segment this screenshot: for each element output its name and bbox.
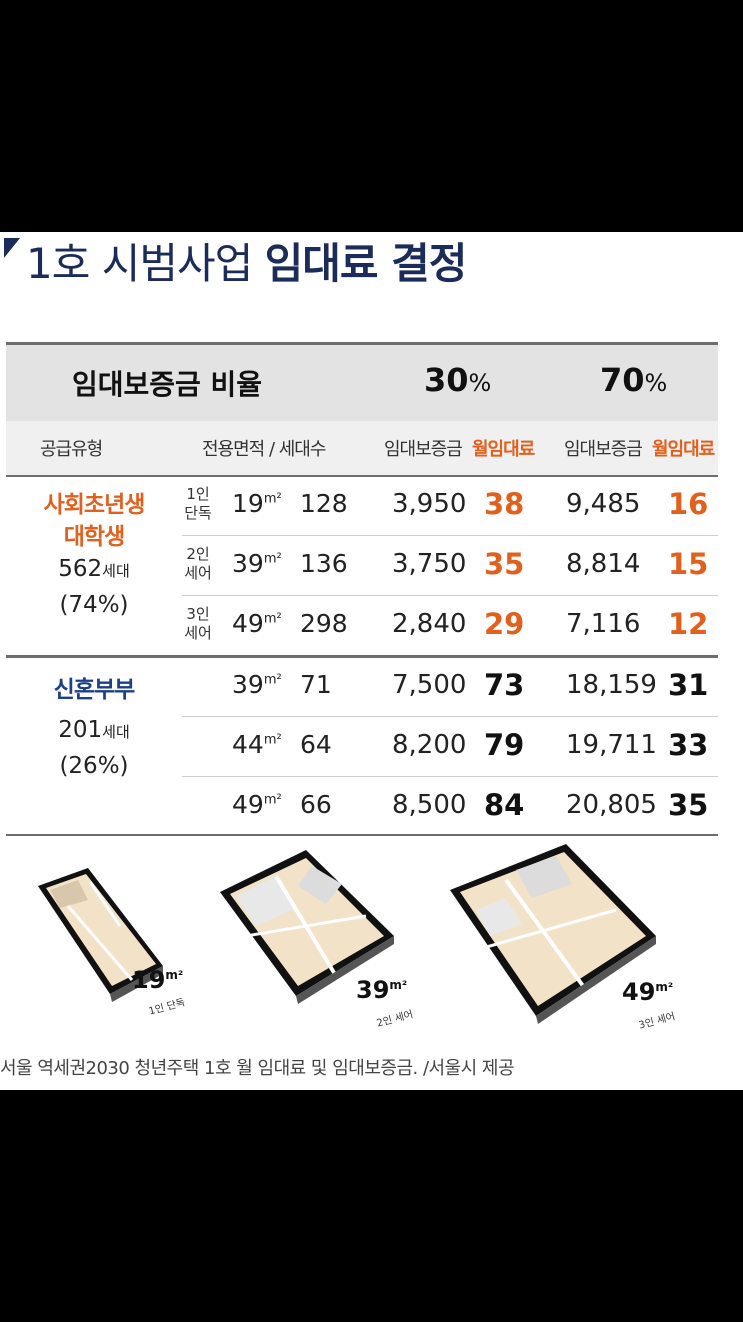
floor-plan-49-size: 49m² bbox=[622, 978, 674, 1006]
floor-plan-39-image bbox=[220, 850, 394, 1004]
row-divider bbox=[182, 535, 718, 536]
group-name-students: 대학생 bbox=[63, 524, 125, 550]
row-rent-30: 84 bbox=[484, 788, 525, 822]
row-units: 298 bbox=[300, 609, 348, 638]
row-deposit-70: 19,711 bbox=[566, 730, 657, 760]
row-rent-70: 15 bbox=[668, 547, 709, 581]
row-divider bbox=[182, 716, 718, 717]
table-row: 3인 세어 49m² 298 2,840 29 7,116 12 bbox=[182, 595, 718, 655]
header-deposit-70: 임대보증금 bbox=[564, 439, 643, 460]
header-rent-70: 월임대료 bbox=[652, 439, 715, 460]
header-rent-30: 월임대료 bbox=[472, 439, 535, 460]
row-deposit-30: 3,950 bbox=[392, 489, 467, 519]
group-newlyweds: 신혼부부 201세대 (26%) bbox=[6, 674, 182, 784]
row-area: 19m² bbox=[232, 489, 282, 518]
table-row: 1인 단독 19m² 128 3,950 38 9,485 16 bbox=[182, 475, 718, 535]
row-rent-70: 12 bbox=[668, 607, 709, 641]
row-rent-70: 35 bbox=[668, 788, 709, 822]
row-divider bbox=[182, 776, 718, 777]
group-count: 201세대 bbox=[58, 717, 130, 743]
floor-plan-49: 49m² 3인 세어 bbox=[446, 840, 676, 1036]
table-row: 49m² 66 8,500 84 20,805 35 bbox=[182, 776, 718, 836]
group-share: (74%) bbox=[59, 592, 129, 618]
floor-plan-19-image bbox=[38, 868, 163, 1002]
row-deposit-30: 2,840 bbox=[392, 609, 467, 639]
row-household-type: 1인 단독 bbox=[184, 485, 212, 522]
row-area: 49m² bbox=[232, 790, 282, 819]
row-units: 128 bbox=[300, 489, 348, 518]
row-units: 64 bbox=[300, 730, 332, 759]
group-share: (26%) bbox=[59, 753, 129, 779]
floor-plans: 19m² 1인 단독 39m² 2인 세어 bbox=[0, 844, 743, 1036]
row-area: 44m² bbox=[232, 730, 282, 759]
group-name-newlyweds: 신혼부부 bbox=[53, 677, 136, 703]
ratio-header-row: 임대보증금 비율 30% 70% bbox=[6, 342, 718, 421]
floor-plan-39-size: 39m² bbox=[356, 976, 408, 1004]
table-row: 39m² 71 7,500 73 18,159 31 bbox=[182, 656, 718, 716]
group-count: 562세대 bbox=[58, 556, 130, 582]
page-title: 1호 시범사업 임대료 결정 bbox=[26, 239, 467, 288]
row-household-type: 2인 세어 bbox=[184, 545, 212, 582]
floor-plan-49-image bbox=[450, 844, 656, 1024]
row-deposit-70: 8,814 bbox=[566, 549, 641, 579]
row-rent-70: 16 bbox=[668, 487, 709, 521]
row-units: 71 bbox=[300, 670, 332, 699]
group-young-workers: 사회초년생 대학생 562세대 (74%) bbox=[6, 489, 182, 623]
row-deposit-70: 18,159 bbox=[566, 670, 657, 700]
row-rent-70: 31 bbox=[668, 668, 709, 702]
row-deposit-30: 7,500 bbox=[392, 670, 467, 700]
row-area: 49m² bbox=[232, 609, 282, 638]
row-deposit-70: 7,116 bbox=[566, 609, 641, 639]
title-corner-mark bbox=[4, 238, 20, 258]
row-units: 66 bbox=[300, 790, 332, 819]
row-rent-30: 73 bbox=[484, 668, 525, 702]
row-rent-30: 29 bbox=[484, 607, 525, 641]
row-deposit-70: 20,805 bbox=[566, 790, 657, 820]
floor-plan-19: 19m² 1인 단독 bbox=[28, 866, 198, 1026]
header-divider bbox=[6, 475, 718, 477]
floor-plan-39: 39m² 2인 세어 bbox=[216, 846, 426, 1036]
ratio-label: 임대보증금 비율 bbox=[72, 368, 263, 401]
row-household-type: 3인 세어 bbox=[184, 605, 212, 642]
row-rent-30: 79 bbox=[484, 728, 525, 762]
ratio-30: 30% bbox=[424, 361, 492, 399]
table-row: 44m² 64 8,200 79 19,711 33 bbox=[182, 716, 718, 776]
group-name-young-workers: 사회초년생 bbox=[43, 492, 146, 518]
row-rent-70: 33 bbox=[668, 728, 709, 762]
header-deposit-30: 임대보증금 bbox=[384, 439, 463, 460]
ratio-70: 70% bbox=[600, 361, 668, 399]
row-deposit-30: 3,750 bbox=[392, 549, 467, 579]
table-bottom-border bbox=[6, 834, 718, 836]
rent-table: 임대보증금 비율 30% 70% 공급유형 전용면적 / 세대수 임대보증금 월… bbox=[6, 342, 718, 836]
header-supply-type: 공급유형 bbox=[40, 439, 103, 460]
caption: 서울 역세권2030 청년주택 1호 월 임대료 및 임대보증금. /서울시 제… bbox=[0, 1058, 515, 1079]
column-header-row: 공급유형 전용면적 / 세대수 임대보증금 월임대료 임대보증금 월임대료 bbox=[6, 421, 718, 475]
row-area: 39m² bbox=[232, 670, 282, 699]
row-deposit-30: 8,200 bbox=[392, 730, 467, 760]
row-deposit-30: 8,500 bbox=[392, 790, 467, 820]
row-units: 136 bbox=[300, 549, 348, 578]
row-rent-30: 35 bbox=[484, 547, 525, 581]
row-area: 39m² bbox=[232, 549, 282, 578]
header-area-units: 전용면적 / 세대수 bbox=[202, 439, 326, 460]
row-deposit-70: 9,485 bbox=[566, 489, 641, 519]
group-divider bbox=[6, 655, 718, 658]
table-row: 2인 세어 39m² 136 3,750 35 8,814 15 bbox=[182, 535, 718, 595]
row-divider bbox=[182, 595, 718, 596]
floor-plan-19-size: 19m² bbox=[132, 966, 184, 994]
row-rent-30: 38 bbox=[484, 487, 525, 521]
infographic-panel: 1호 시범사업 임대료 결정 임대보증금 비율 30% 70% 공급유형 전용면… bbox=[0, 232, 743, 1090]
